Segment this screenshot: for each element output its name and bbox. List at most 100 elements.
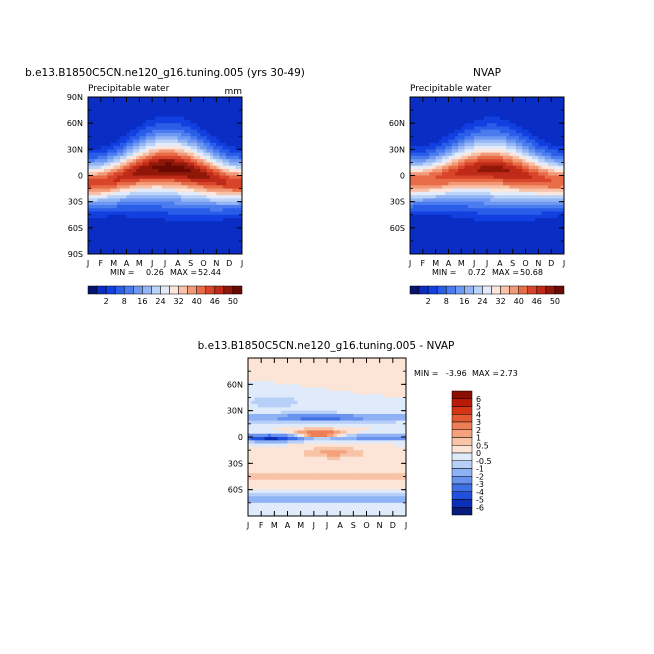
colorbar-swatch <box>451 429 473 438</box>
y-tick-label: 30S <box>390 198 405 207</box>
colorbar-swatch <box>451 398 473 407</box>
y-tick-label: 90N <box>67 93 83 102</box>
panel-diff-stats: MIN = -3.96 MAX = 2.73 <box>414 369 518 378</box>
x-tick-label: J <box>240 259 243 268</box>
x-tick-label: M <box>271 521 278 530</box>
colorbar-swatch <box>451 507 473 516</box>
colorbar-label: 50 <box>550 297 560 306</box>
colorbar-label: 8 <box>444 297 449 306</box>
x-tick-label: M <box>432 259 439 268</box>
stat-min-label: MIN = <box>110 268 135 277</box>
colorbar-swatch <box>545 285 556 295</box>
colorbar-label: 4 <box>476 410 481 419</box>
colorbar-swatch <box>451 390 473 399</box>
x-tick-label: M <box>136 259 143 268</box>
colorbar-label: 2 <box>426 297 431 306</box>
colorbar-swatch <box>169 285 179 295</box>
panel-nvap-title: NVAP <box>473 67 501 79</box>
x-tick-label: J <box>312 521 315 530</box>
panel-model-stats: MIN = 0.26 MAX = 52.44 <box>110 268 221 277</box>
y-tick-label: 60S <box>228 486 243 495</box>
x-tick-label: S <box>351 521 356 530</box>
stat-min-value: 0.26 <box>146 268 164 277</box>
colorbar-swatch <box>554 285 565 295</box>
y-tick-label: 30N <box>227 407 243 416</box>
colorbar-label: 1 <box>476 434 481 443</box>
x-tick-label: O <box>200 259 206 268</box>
colorbar-swatch <box>451 460 473 469</box>
x-tick-label: D <box>548 259 554 268</box>
colorbar-swatch <box>427 285 438 295</box>
colorbar-label: 24 <box>155 297 165 306</box>
colorbar-swatch <box>451 414 473 423</box>
panel-nvap: NVAP Precipitable water J F M A M J J A S O N D J60N… <box>389 67 565 306</box>
y-tick-label: 0 <box>78 172 83 181</box>
x-tick-label: A <box>337 521 343 530</box>
colorbar-swatch <box>491 285 501 295</box>
y-tick-label: 0 <box>238 433 243 442</box>
colorbar-model: 2 8 16 24 32 40 46 50 <box>87 285 243 306</box>
colorbar-swatch <box>123 285 134 295</box>
x-tick-label: D <box>390 521 396 530</box>
x-tick-label: J <box>408 259 411 268</box>
x-tick-label: A <box>497 259 503 268</box>
panel-model-subtitle: Precipitable water <box>88 84 170 94</box>
colorbar-label: 2 <box>104 297 109 306</box>
stat-min-value: -3.96 <box>446 369 467 378</box>
stat-min-label: MIN = <box>432 268 457 277</box>
colorbar-swatch <box>451 476 473 485</box>
colorbar-nvap: 2 8 16 24 32 40 46 50 <box>409 285 565 306</box>
x-tick-label: D <box>226 259 232 268</box>
colorbar-swatch <box>436 285 447 295</box>
colorbar-label: -3 <box>476 480 484 489</box>
colorbar-label: -2 <box>476 472 484 481</box>
colorbar-swatch <box>464 285 474 295</box>
colorbar-swatch <box>214 285 225 295</box>
y-tick-label: 60N <box>227 380 243 389</box>
x-tick-label: J <box>86 259 89 268</box>
colorbar-swatch <box>500 285 510 295</box>
panel-nvap-stats: MIN = 0.72 MAX = 50.68 <box>432 268 543 277</box>
colorbar-swatch <box>114 285 125 295</box>
x-tick-label: A <box>446 259 452 268</box>
colorbar-swatch <box>509 285 519 295</box>
y-tick-label: 30N <box>67 145 83 154</box>
colorbar-label: 16 <box>137 297 147 306</box>
y-tick-label: 30S <box>228 459 243 468</box>
x-tick-label: F <box>421 259 426 268</box>
x-tick-label: M <box>110 259 117 268</box>
colorbar-swatch <box>455 285 465 295</box>
stat-max-value: 52.44 <box>198 268 221 277</box>
stat-max-label: MAX = <box>492 268 519 277</box>
x-tick-label: M <box>458 259 465 268</box>
x-tick-label: M <box>297 521 304 530</box>
x-tick-label: J <box>150 259 153 268</box>
x-tick-label: J <box>485 259 488 268</box>
colorbar-swatch <box>451 468 473 477</box>
colorbar-swatch <box>518 285 529 295</box>
stat-max-label: MAX = <box>170 268 197 277</box>
colorbar-swatch <box>451 437 473 446</box>
panel-diff-title: b.e13.B1850C5CN.ne120_g16.tuning.005 - N… <box>198 340 455 352</box>
colorbar-swatch <box>451 491 473 500</box>
colorbar-swatch <box>160 285 170 295</box>
y-tick-label: 60S <box>68 224 83 233</box>
panel-model-title: b.e13.B1850C5CN.ne120_g16.tuning.005 (yr… <box>25 67 305 79</box>
colorbar-label: 5 <box>476 403 481 412</box>
x-tick-label: F <box>99 259 104 268</box>
colorbar-label: 46 <box>532 297 542 306</box>
colorbar-swatch <box>482 285 492 295</box>
colorbar-label: -5 <box>476 496 484 505</box>
colorbar-swatch <box>96 285 107 295</box>
x-tick-label: A <box>124 259 130 268</box>
x-tick-label: J <box>404 521 407 530</box>
colorbar-label: 40 <box>192 297 202 306</box>
colorbar-swatch <box>451 421 473 430</box>
y-tick-label: 90S <box>68 250 83 259</box>
colorbar-label: 16 <box>459 297 469 306</box>
x-tick-label: J <box>163 259 166 268</box>
